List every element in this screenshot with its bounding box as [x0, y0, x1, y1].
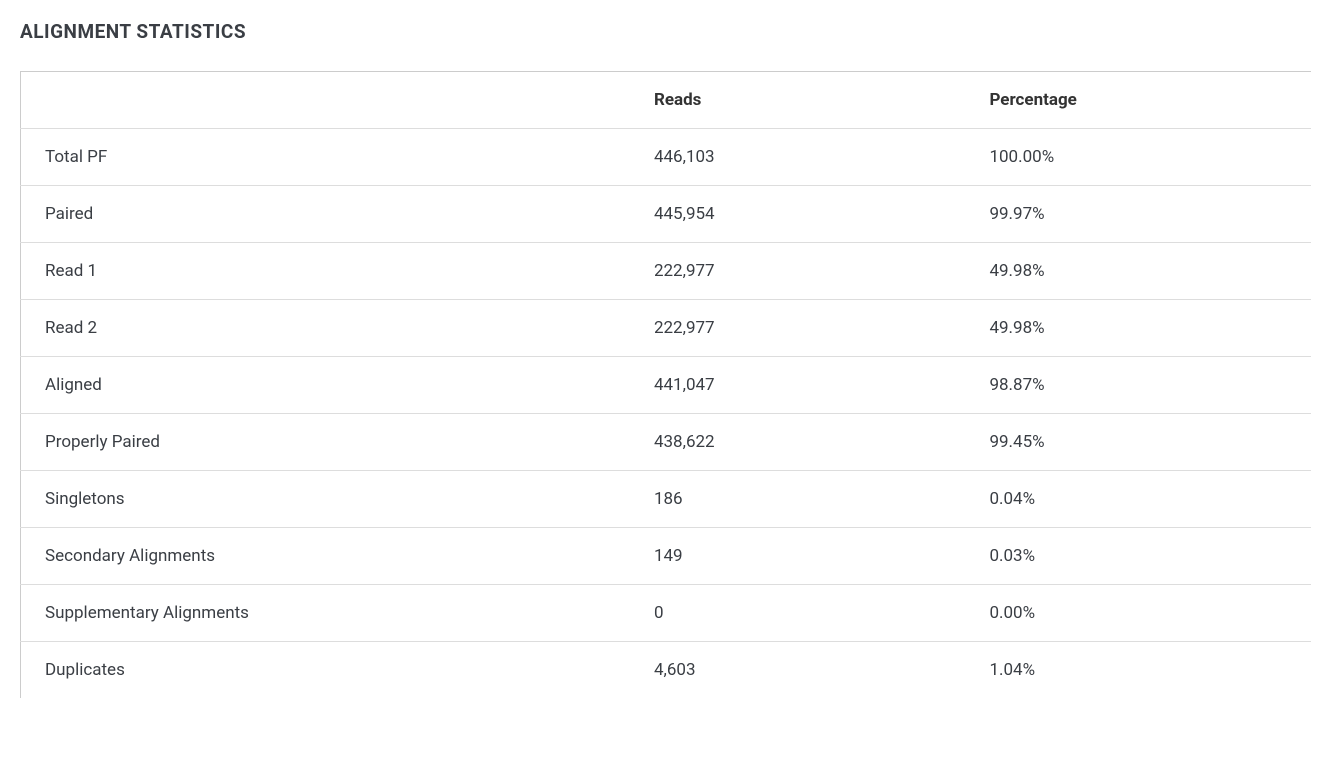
table-row: Duplicates 4,603 1.04% [21, 642, 1312, 699]
table-row: Paired 445,954 99.97% [21, 186, 1312, 243]
row-label: Read 2 [21, 300, 640, 357]
row-label: Properly Paired [21, 414, 640, 471]
row-label: Supplementary Alignments [21, 585, 640, 642]
row-reads: 186 [640, 471, 976, 528]
alignment-stats-table: Reads Percentage Total PF 446,103 100.00… [20, 71, 1311, 698]
table-row: Secondary Alignments 149 0.03% [21, 528, 1312, 585]
row-percentage: 100.00% [975, 129, 1311, 186]
row-reads: 0 [640, 585, 976, 642]
col-header-percentage: Percentage [975, 72, 1311, 129]
table-header-row: Reads Percentage [21, 72, 1312, 129]
row-percentage: 49.98% [975, 300, 1311, 357]
row-reads: 446,103 [640, 129, 976, 186]
row-percentage: 99.97% [975, 186, 1311, 243]
row-reads: 441,047 [640, 357, 976, 414]
table-row: Singletons 186 0.04% [21, 471, 1312, 528]
row-percentage: 0.03% [975, 528, 1311, 585]
row-percentage: 98.87% [975, 357, 1311, 414]
row-percentage: 1.04% [975, 642, 1311, 699]
row-percentage: 49.98% [975, 243, 1311, 300]
row-reads: 149 [640, 528, 976, 585]
col-header-label [21, 72, 640, 129]
row-label: Paired [21, 186, 640, 243]
row-percentage: 0.04% [975, 471, 1311, 528]
row-reads: 4,603 [640, 642, 976, 699]
row-percentage: 99.45% [975, 414, 1311, 471]
table-row: Properly Paired 438,622 99.45% [21, 414, 1312, 471]
row-reads: 438,622 [640, 414, 976, 471]
row-reads: 222,977 [640, 300, 976, 357]
row-label: Singletons [21, 471, 640, 528]
table-row: Aligned 441,047 98.87% [21, 357, 1312, 414]
row-label: Aligned [21, 357, 640, 414]
row-reads: 445,954 [640, 186, 976, 243]
table-row: Total PF 446,103 100.00% [21, 129, 1312, 186]
table-row: Read 1 222,977 49.98% [21, 243, 1312, 300]
row-percentage: 0.00% [975, 585, 1311, 642]
col-header-reads: Reads [640, 72, 976, 129]
row-label: Secondary Alignments [21, 528, 640, 585]
table-row: Supplementary Alignments 0 0.00% [21, 585, 1312, 642]
row-label: Read 1 [21, 243, 640, 300]
section-title: ALIGNMENT STATISTICS [20, 20, 1311, 43]
table-row: Read 2 222,977 49.98% [21, 300, 1312, 357]
row-label: Duplicates [21, 642, 640, 699]
row-label: Total PF [21, 129, 640, 186]
row-reads: 222,977 [640, 243, 976, 300]
